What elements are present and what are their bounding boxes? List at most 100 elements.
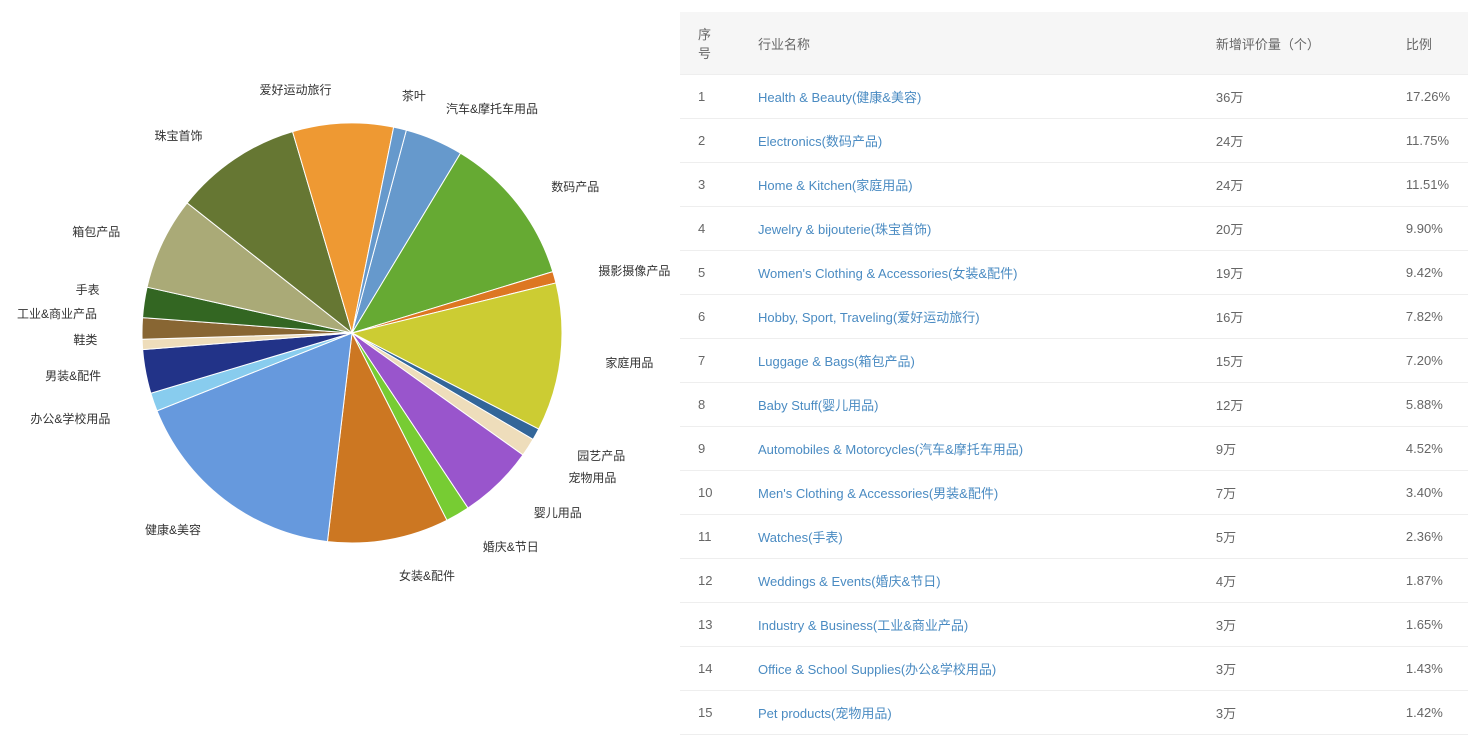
cell-ratio: 9.42% (1388, 251, 1468, 295)
cell-count: 24万 (1198, 163, 1388, 207)
cell-name: Watches(手表) (740, 515, 1198, 559)
cell-index: 15 (680, 691, 740, 735)
cell-ratio: 11.51% (1388, 163, 1468, 207)
table-row: 12Weddings & Events(婚庆&节日)4万1.87% (680, 559, 1468, 603)
table-row: 14Office & School Supplies(办公&学校用品)3万1.4… (680, 647, 1468, 691)
cell-index: 13 (680, 603, 740, 647)
pie-slice-label: 宠物用品 (568, 469, 616, 486)
category-link[interactable]: Office & School Supplies(办公&学校用品) (758, 662, 996, 677)
cell-count: 3万 (1198, 691, 1388, 735)
pie-slice-label: 箱包产品 (72, 223, 120, 240)
category-link[interactable]: Watches(手表) (758, 530, 843, 545)
cell-ratio: 4.52% (1388, 427, 1468, 471)
cell-ratio: 17.26% (1388, 75, 1468, 119)
table-row: 13 Industry & Business(工业&商业产品) 3万1.65% (680, 603, 1468, 647)
pie-slice-label: 男装&配件 (45, 367, 101, 384)
cell-index: 3 (680, 163, 740, 207)
cell-ratio: 1.42% (1388, 691, 1468, 735)
category-link[interactable]: Health & Beauty(健康&美容) (758, 90, 921, 105)
cell-name: Electronics(数码产品) (740, 119, 1198, 163)
cell-count: 4万 (1198, 559, 1388, 603)
cell-index: 1 (680, 75, 740, 119)
cell-count: 3万 (1198, 647, 1388, 691)
cell-name: Automobiles & Motorcycles(汽车&摩托车用品) (740, 427, 1198, 471)
cell-ratio: 7.20% (1388, 339, 1468, 383)
pie-slice-label: 数码产品 (551, 178, 599, 195)
pie-chart-svg (0, 0, 680, 658)
category-link[interactable]: Women's Clothing & Accessories(女装&配件) (758, 266, 1017, 281)
table-row: 7Luggage & Bags(箱包产品)15万7.20% (680, 339, 1468, 383)
cell-ratio: 1.65% (1388, 603, 1468, 647)
table-row: 4Jewelry & bijouterie(珠宝首饰)20万9.90% (680, 207, 1468, 251)
cell-count: 16万 (1198, 295, 1388, 339)
cell-name: Luggage & Bags(箱包产品) (740, 339, 1198, 383)
table-row: 8Baby Stuff(婴儿用品)12万5.88% (680, 383, 1468, 427)
cell-index: 11 (680, 515, 740, 559)
table-row: 5 Women's Clothing & Accessories(女装&配件) 19… (680, 251, 1468, 295)
category-link[interactable]: Luggage & Bags(箱包产品) (758, 354, 915, 369)
cell-name: Office & School Supplies(办公&学校用品) (740, 647, 1198, 691)
category-table: 序号 行业名称 新增评价量（个） 比例 1 Health & Beauty(健康&… (680, 12, 1468, 735)
cell-name: Pet products(宠物用品) (740, 691, 1198, 735)
table-row: 15 Pet products(宠物用品) 3万1.42% (680, 691, 1468, 735)
cell-index: 10 (680, 471, 740, 515)
cell-index: 6 (680, 295, 740, 339)
cell-index: 14 (680, 647, 740, 691)
col-count: 新增评价量（个） (1198, 12, 1388, 75)
pie-slice-label: 珠宝首饰 (154, 127, 202, 144)
table-row: 1Health & Beauty(健康&美容)36万17.26% (680, 75, 1468, 119)
cell-name: Jewelry & bijouterie(珠宝首饰) (740, 207, 1198, 251)
pie-slice-label: 爱好运动旅行 (260, 81, 332, 98)
category-link[interactable]: Pet products(宠物用品) (758, 706, 892, 721)
cell-index: 5 (680, 251, 740, 295)
cell-count: 20万 (1198, 207, 1388, 251)
data-table-area: 序号 行业名称 新增评价量（个） 比例 1 Health & Beauty(健康&… (680, 0, 1468, 658)
cell-ratio: 11.75% (1388, 119, 1468, 163)
pie-slice-label: 汽车&摩托车用品 (446, 100, 538, 117)
pie-slice-label: 婴儿用品 (534, 504, 582, 521)
pie-slice-label: 女装&配件 (399, 567, 455, 584)
cell-count: 3万 (1198, 603, 1388, 647)
cell-count: 15万 (1198, 339, 1388, 383)
col-ratio: 比例 (1388, 12, 1468, 75)
cell-count: 7万 (1198, 471, 1388, 515)
pie-slice-label: 健康&美容 (145, 521, 201, 538)
pie-slice-label: 园艺产品 (577, 447, 625, 464)
category-link[interactable]: Baby Stuff(婴儿用品) (758, 398, 878, 413)
pie-chart-area: 汽车&摩托车用品数码产品摄影摄像产品家庭用品园艺产品宠物用品婴儿用品婚庆&节日女… (0, 0, 680, 658)
cell-count: 12万 (1198, 383, 1388, 427)
category-link[interactable]: Jewelry & bijouterie(珠宝首饰) (758, 222, 931, 237)
pie-slice-label: 工业&商业产品 (17, 305, 97, 322)
category-link[interactable]: Men's Clothing & Accessories(男装&配件) (758, 486, 998, 501)
cell-name: Men's Clothing & Accessories(男装&配件) (740, 471, 1198, 515)
cell-ratio: 9.90% (1388, 207, 1468, 251)
category-link[interactable]: Industry & Business(工业&商业产品) (758, 618, 968, 633)
pie-slice-label: 鞋类 (73, 331, 97, 348)
cell-ratio: 3.40% (1388, 471, 1468, 515)
category-link[interactable]: Home & Kitchen(家庭用品) (758, 178, 913, 193)
table-row: 6Hobby, Sport, Traveling(爱好运动旅行)16万7.82% (680, 295, 1468, 339)
pie-slice-label: 手表 (76, 281, 100, 298)
cell-name: Hobby, Sport, Traveling(爱好运动旅行) (740, 295, 1198, 339)
pie-slice-label: 婚庆&节日 (483, 538, 539, 555)
col-index: 序号 (680, 12, 740, 75)
cell-ratio: 2.36% (1388, 515, 1468, 559)
cell-count: 24万 (1198, 119, 1388, 163)
cell-index: 9 (680, 427, 740, 471)
pie-slice-label: 摄影摄像产品 (598, 262, 670, 279)
category-link[interactable]: Electronics(数码产品) (758, 134, 882, 149)
cell-name: Weddings & Events(婚庆&节日) (740, 559, 1198, 603)
pie-slice-label: 茶叶 (402, 87, 426, 104)
pie-slice-label: 家庭用品 (605, 354, 653, 371)
category-link[interactable]: Weddings & Events(婚庆&节日) (758, 574, 941, 589)
cell-ratio: 5.88% (1388, 383, 1468, 427)
cell-count: 9万 (1198, 427, 1388, 471)
category-link[interactable]: Automobiles & Motorcycles(汽车&摩托车用品) (758, 442, 1023, 457)
cell-name: Home & Kitchen(家庭用品) (740, 163, 1198, 207)
cell-count: 5万 (1198, 515, 1388, 559)
category-link[interactable]: Hobby, Sport, Traveling(爱好运动旅行) (758, 310, 980, 325)
table-row: 11 Watches(手表) 5万2.36% (680, 515, 1468, 559)
cell-count: 19万 (1198, 251, 1388, 295)
table-header-row: 序号 行业名称 新增评价量（个） 比例 (680, 12, 1468, 75)
table-row: 2Electronics(数码产品)24万11.75% (680, 119, 1468, 163)
